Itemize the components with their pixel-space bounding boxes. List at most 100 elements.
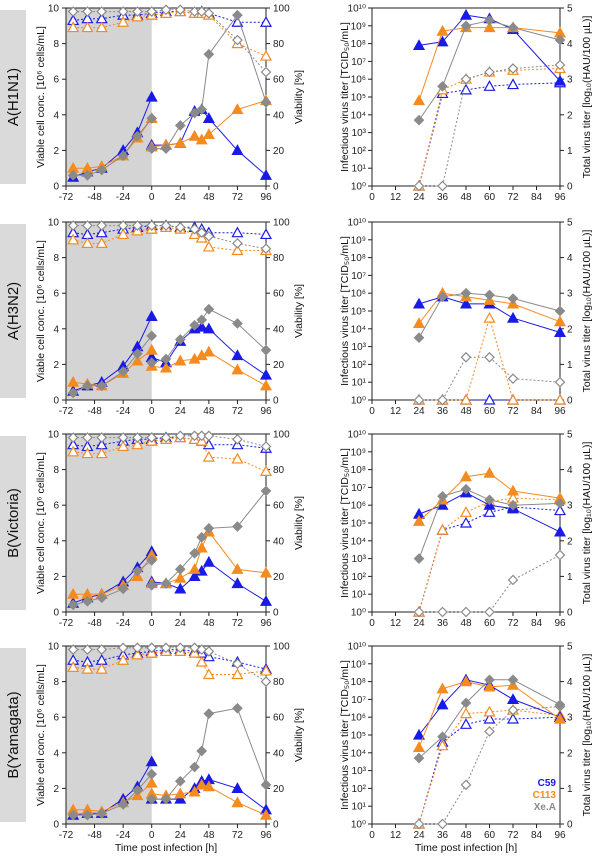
data-point-C113 <box>412 94 426 106</box>
data-point-C113 <box>231 103 244 115</box>
x-tick-label: 48 <box>203 406 215 417</box>
x-tick-label: 0 <box>369 830 375 841</box>
data-point-XeA <box>160 220 172 231</box>
y2-tick-label: 2 <box>567 324 573 335</box>
data-point-XeA <box>132 784 143 796</box>
row-label: A(H1N1) <box>5 68 22 126</box>
x-tick-label: 24 <box>175 192 187 203</box>
data-point-C59 <box>202 322 215 334</box>
y-tick-label: 10⁸ <box>351 465 366 476</box>
data-point-XeA <box>117 220 129 231</box>
data-point-XeA <box>232 34 243 46</box>
data-point-C113 <box>259 808 273 820</box>
data-point-XeA <box>196 6 208 17</box>
data-point-C113 <box>95 237 108 248</box>
data-point-XeA <box>507 499 519 511</box>
data-point-C113 <box>95 447 108 459</box>
data-point-XeA <box>507 293 519 304</box>
y-tick-label: 10 <box>48 430 60 441</box>
data-point-C113 <box>231 452 244 464</box>
series-line-C113-hau <box>418 497 561 613</box>
series-line-C113-tcid50 <box>418 27 561 101</box>
x-tick-label: 0 <box>369 406 375 417</box>
data-point-XeA <box>437 80 448 92</box>
data-point-XeA <box>146 642 158 654</box>
data-point-C113 <box>231 363 244 375</box>
x-tick-label: 96 <box>554 192 566 203</box>
data-point-C59 <box>553 504 567 516</box>
x-tick-label: 84 <box>531 192 543 203</box>
data-point-C113 <box>483 705 496 717</box>
data-point-C113 <box>202 780 215 792</box>
x-tick-label: 0 <box>369 618 375 629</box>
y-tick-label: 4 <box>53 536 59 547</box>
y2-tick-label: 1 <box>567 784 573 795</box>
x-tick-label: 96 <box>554 830 566 841</box>
data-point-C113 <box>483 311 496 323</box>
data-point-C113 <box>231 563 244 574</box>
data-point-XeA <box>146 357 158 368</box>
data-point-XeA <box>232 521 243 532</box>
data-point-XeA <box>484 726 495 737</box>
x-tick-label: -72 <box>59 406 74 417</box>
data-point-XeA <box>189 6 200 17</box>
y-tick-label: 2 <box>53 146 59 157</box>
data-point-XeA <box>413 553 425 564</box>
data-point-C59 <box>259 16 273 27</box>
x-tick-label: -24 <box>116 830 131 841</box>
data-point-C113 <box>174 354 187 366</box>
x-tick-label: 12 <box>390 830 402 841</box>
y-tick-label: 10⁴ <box>351 748 366 759</box>
data-point-C113 <box>202 345 215 357</box>
y2-tick-label: 2 <box>567 748 573 759</box>
data-point-XeA <box>189 107 200 119</box>
row-label-box <box>0 10 26 184</box>
panel-1: A(H3N2)-72 -48 -24 0 24 48 72 96024681002040608… <box>0 218 593 417</box>
y-tick-label: 6 <box>53 713 59 724</box>
data-point-C113 <box>259 465 273 476</box>
data-point-XeA <box>132 642 143 654</box>
data-point-XeA <box>460 73 472 85</box>
x-tick-label: 72 <box>507 192 519 203</box>
pre-infection-shade <box>66 222 152 400</box>
y-tick-label: 10⁷ <box>351 57 366 68</box>
data-point-C113 <box>459 675 473 687</box>
right-y2label: Total virus titer [log₁₀(HAU/100 µL)] <box>581 442 593 605</box>
data-point-C113 <box>506 484 520 496</box>
data-point-C113 <box>145 776 158 788</box>
x-tick-label: 12 <box>390 406 402 417</box>
data-point-C113 <box>553 712 567 724</box>
data-point-C113 <box>259 664 273 676</box>
data-point-XeA <box>484 674 495 686</box>
right-ylabel: Infectious virus titer [TCID₅₀/mL] <box>339 660 351 810</box>
data-point-XeA <box>196 531 208 543</box>
row-label: A(H3N2) <box>5 282 22 340</box>
x-tick-label: 0 <box>149 406 155 417</box>
y-tick-label: 10² <box>352 360 367 371</box>
data-point-XeA <box>484 494 495 506</box>
y-tick-label: 2 <box>53 360 59 371</box>
x-tick-label: -48 <box>87 406 102 417</box>
series-line-C113-vcc <box>151 100 267 148</box>
data-point-XeA <box>67 6 79 17</box>
x-tick-label: 96 <box>260 406 272 417</box>
data-point-XeA <box>174 334 186 345</box>
pre-infection-shade <box>66 8 152 186</box>
data-point-C113 <box>117 16 130 27</box>
y2-tick-label: 20 <box>273 572 285 583</box>
x-tick-label: 84 <box>531 830 543 841</box>
y-tick-label: 10 <box>48 642 60 653</box>
data-point-XeA <box>146 143 158 154</box>
data-point-C113 <box>117 654 130 665</box>
data-point-C59 <box>436 35 449 47</box>
data-point-XeA <box>174 4 186 16</box>
data-point-XeA <box>82 380 93 392</box>
y2-tick-label: 2 <box>567 536 573 547</box>
data-point-XeA <box>189 761 200 773</box>
data-point-C59 <box>506 693 520 705</box>
data-point-C113 <box>117 440 130 452</box>
data-point-C59 <box>174 792 187 804</box>
data-point-XeA <box>460 351 472 363</box>
data-point-XeA <box>67 644 79 655</box>
data-point-XeA <box>67 387 79 399</box>
